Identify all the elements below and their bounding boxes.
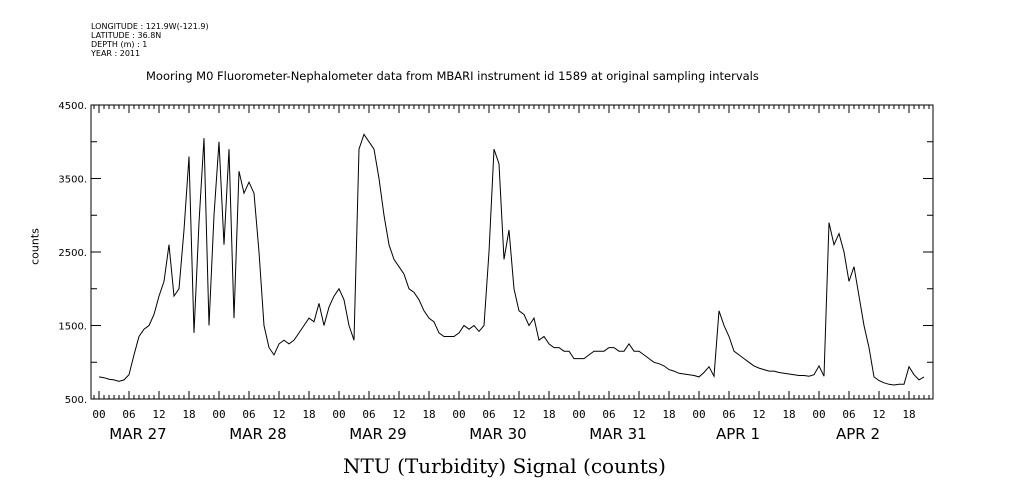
day-label: MAR 30	[469, 425, 526, 443]
hour-tick-label: 18	[182, 408, 195, 421]
hour-tick-label: 18	[902, 408, 915, 421]
hour-tick-label: 18	[422, 408, 435, 421]
hour-tick-label: 00	[212, 408, 225, 421]
day-label: MAR 28	[229, 425, 286, 443]
hour-tick-label: 12	[752, 408, 765, 421]
hour-tick-label: 00	[332, 408, 345, 421]
chart-title: Mooring M0 Fluorometer-Nephalometer data…	[146, 69, 759, 83]
metadata-block: LONGITUDE : 121.9W(-121.9) LATITUDE : 36…	[91, 22, 209, 58]
hour-tick-label: 06	[482, 408, 495, 421]
day-label: APR 2	[836, 425, 880, 443]
hour-tick-label: 00	[692, 408, 705, 421]
hour-tick-label: 18	[662, 408, 675, 421]
hour-tick-label: 12	[152, 408, 165, 421]
hour-tick-label: 18	[782, 408, 795, 421]
y-tick-label: 3500.	[58, 175, 87, 186]
x-axis-label: NTU (Turbidity) Signal (counts)	[343, 454, 666, 478]
latitude-label: LATITUDE : 36.8N	[91, 31, 162, 40]
day-label: MAR 29	[349, 425, 406, 443]
longitude-label: LONGITUDE : 121.9W(-121.9)	[91, 22, 209, 31]
hour-tick-label: 12	[392, 408, 405, 421]
hour-tick-label: 06	[722, 408, 735, 421]
y-tick-label: 4500.	[58, 101, 87, 112]
y-tick-label: 2500.	[58, 248, 87, 259]
hour-tick-label: 00	[812, 408, 825, 421]
hour-tick-label: 00	[92, 408, 105, 421]
hour-tick-label: 00	[452, 408, 465, 421]
hour-tick-label: 12	[632, 408, 645, 421]
day-label: MAR 31	[589, 425, 646, 443]
hour-tick-label: 06	[842, 408, 855, 421]
series-line	[98, 133, 925, 386]
y-tick-label: 1500.	[58, 322, 87, 333]
hour-tick-label: 06	[602, 408, 615, 421]
hour-tick-label: 18	[302, 408, 315, 421]
day-label: APR 1	[716, 425, 760, 443]
y-tick-label: 500.	[65, 395, 87, 406]
hour-tick-label: 06	[362, 408, 375, 421]
hour-tick-label: 12	[512, 408, 525, 421]
hour-tick-label: 12	[272, 408, 285, 421]
hour-tick-label: 12	[872, 408, 885, 421]
depth-label: DEPTH (m) : 1	[91, 40, 148, 49]
plot-frame	[90, 104, 934, 400]
day-label: MAR 27	[109, 425, 166, 443]
hour-tick-label: 00	[572, 408, 585, 421]
hour-tick-label: 18	[542, 408, 555, 421]
year-label: YEAR : 2011	[91, 49, 141, 58]
hour-tick-label: 06	[122, 408, 135, 421]
hour-tick-label: 06	[242, 408, 255, 421]
